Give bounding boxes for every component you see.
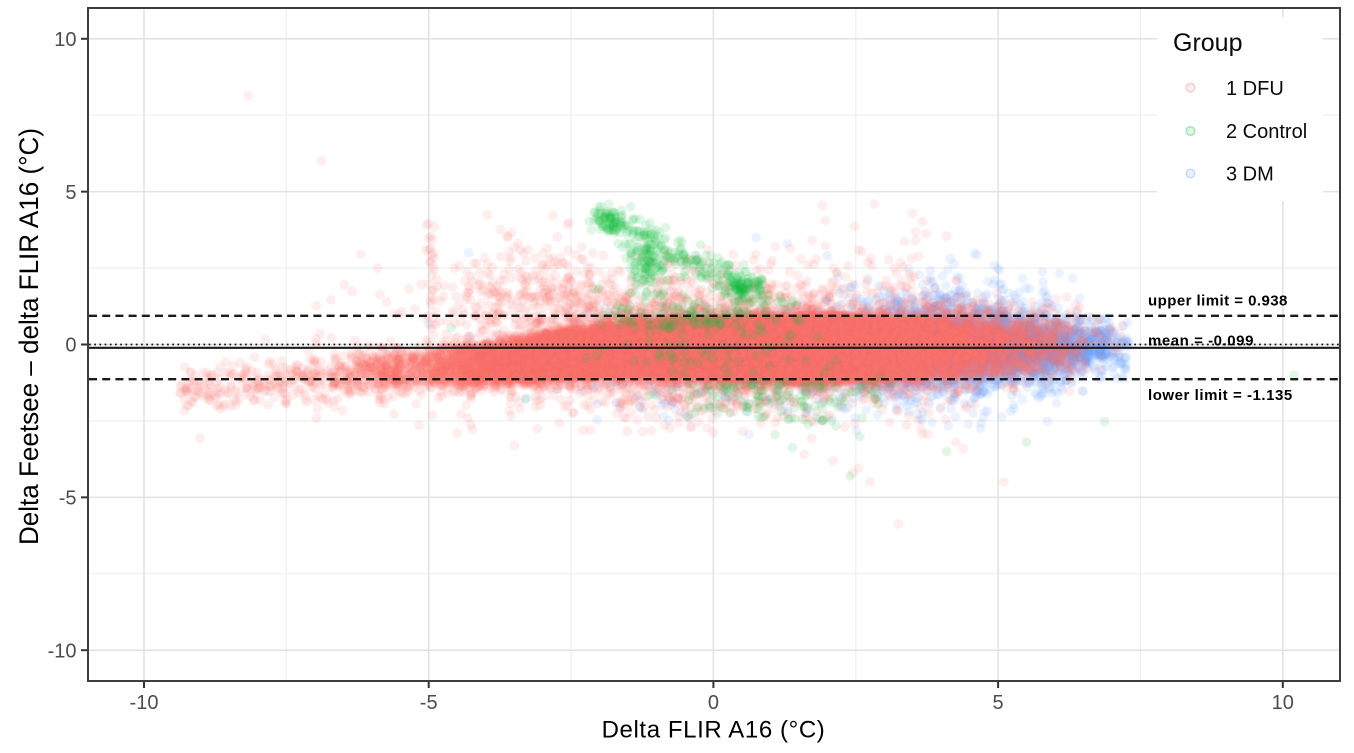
- svg-text:3 DM: 3 DM: [1226, 164, 1274, 186]
- svg-text:1 DFU: 1 DFU: [1226, 78, 1284, 100]
- svg-text:mean = -0.099: mean = -0.099: [1148, 333, 1254, 350]
- svg-text:lower limit = -1.135: lower limit = -1.135: [1148, 387, 1293, 404]
- svg-text:upper limit = 0.938: upper limit = 0.938: [1148, 293, 1288, 310]
- svg-text:2 Control: 2 Control: [1226, 121, 1307, 143]
- svg-text:Group: Group: [1173, 29, 1242, 57]
